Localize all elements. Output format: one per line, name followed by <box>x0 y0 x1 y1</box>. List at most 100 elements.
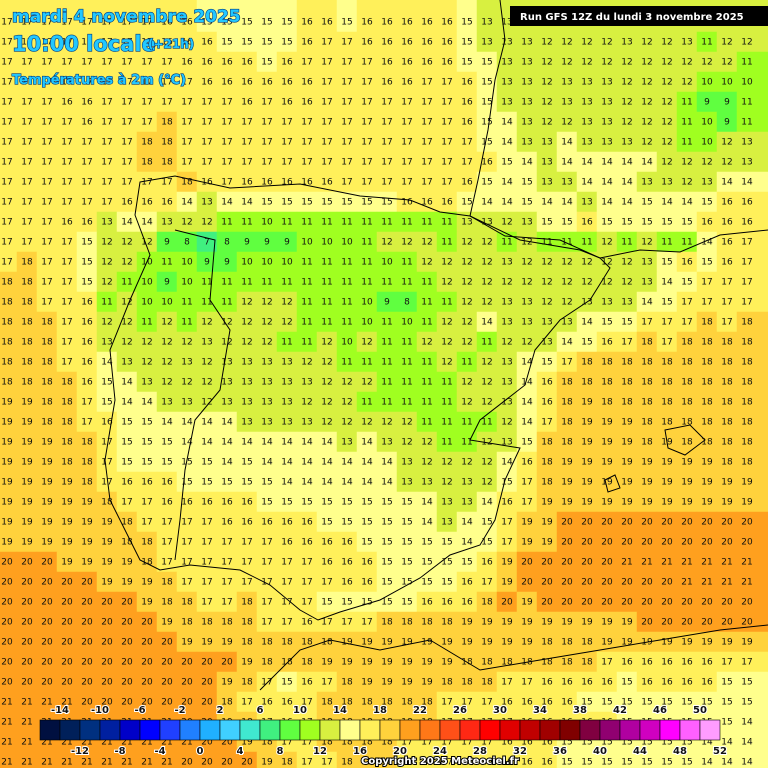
temperature-value: 19 <box>541 518 553 528</box>
temperature-value: 11 <box>281 338 292 348</box>
temperature-value: 15 <box>261 38 272 48</box>
temperature-value: 9 <box>724 98 730 108</box>
temperature-value: 13 <box>141 378 152 388</box>
temperature-value: 20 <box>1 598 13 608</box>
temperature-value: 17 <box>81 198 92 208</box>
temperature-value: 17 <box>281 138 292 148</box>
temperature-value: 18 <box>321 698 333 708</box>
temperature-value: 11 <box>421 278 432 288</box>
temperature-value: 18 <box>261 658 273 668</box>
temperature-value: 13 <box>561 318 572 328</box>
temperature-value: 19 <box>581 478 593 488</box>
temperature-value: 13 <box>461 218 472 228</box>
temperature-value: 14 <box>241 438 253 448</box>
temperature-value: 12 <box>561 38 572 48</box>
temperature-value: 12 <box>621 58 632 68</box>
temperature-value: 15 <box>421 538 432 548</box>
temperature-value: 18 <box>41 318 53 328</box>
temperature-value: 18 <box>161 578 173 588</box>
temperature-value: 20 <box>41 638 53 648</box>
temperature-value: 18 <box>561 378 573 388</box>
temperature-value: 17 <box>141 58 152 68</box>
temperature-value: 17 <box>221 158 232 168</box>
temperature-value: 14 <box>481 498 493 508</box>
temperature-value: 16 <box>401 58 413 68</box>
temperature-value: 11 <box>481 418 492 428</box>
temperature-value: 12 <box>661 118 672 128</box>
temperature-value: 15 <box>381 558 392 568</box>
temperature-value: 16 <box>421 198 433 208</box>
temperature-value: 12 <box>261 298 272 308</box>
run-info: Run GFS 12Z du lundi 3 novembre 2025 <box>520 12 744 23</box>
temperature-value: 19 <box>121 558 133 568</box>
temperature-value: 12 <box>501 338 512 348</box>
temperature-value: 17 <box>1 158 12 168</box>
temperature-value: 13 <box>601 298 612 308</box>
temperature-value: 20 <box>221 658 233 668</box>
temperature-value: 17 <box>41 178 52 188</box>
temperature-value: 18 <box>1 278 13 288</box>
temperature-value: 17 <box>521 498 532 508</box>
temperature-value: 13 <box>341 438 352 448</box>
temperature-value: 13 <box>281 398 292 408</box>
temperature-value: 20 <box>641 598 653 608</box>
temperature-value: 20 <box>61 638 73 648</box>
temperature-value: 18 <box>81 458 93 468</box>
temperature-value: 15 <box>601 218 612 228</box>
temperature-value: 17 <box>381 98 392 108</box>
temperature-value: 12 <box>441 338 452 348</box>
temperature-value: 19 <box>1 398 13 408</box>
temperature-value: 17 <box>301 58 312 68</box>
colorbar-label: 40 <box>593 746 607 757</box>
temperature-value: 11 <box>341 298 352 308</box>
temperature-value: 18 <box>561 438 573 448</box>
temperature-value: 17 <box>321 138 332 148</box>
temperature-value: 19 <box>581 398 593 408</box>
temperature-value: 13 <box>161 398 172 408</box>
temperature-value: 16 <box>181 58 193 68</box>
temperature-value: 19 <box>641 498 653 508</box>
temperature-value: 18 <box>661 398 673 408</box>
temperature-value: 11 <box>101 298 112 308</box>
temperature-value: 20 <box>601 558 613 568</box>
temperature-value: 11 <box>121 278 132 288</box>
temperature-value: 16 <box>601 678 613 688</box>
temperature-value: 12 <box>561 118 572 128</box>
temperature-value: 18 <box>81 478 93 488</box>
temperature-value: 17 <box>321 678 332 688</box>
temperature-value: 17 <box>661 338 672 348</box>
temperature-value: 13 <box>601 98 612 108</box>
temperature-value: 15 <box>401 498 412 508</box>
temperature-value: 12 <box>161 318 172 328</box>
temperature-value: 14 <box>221 438 233 448</box>
temperature-value: 20 <box>61 618 73 628</box>
temperature-value: 16 <box>301 518 313 528</box>
temperature-value: 17 <box>41 158 52 168</box>
temperature-value: 13 <box>481 38 492 48</box>
temperature-value: 19 <box>641 458 653 468</box>
temperature-value: 16 <box>241 498 253 508</box>
temperature-value: 12 <box>501 418 512 428</box>
temperature-value: 12 <box>581 278 592 288</box>
temperature-value: 9 <box>384 298 390 308</box>
temperature-value: 17 <box>501 518 512 528</box>
temperature-value: 16 <box>81 298 93 308</box>
temperature-value: 21 <box>81 758 92 768</box>
temperature-value: 12 <box>461 318 472 328</box>
temperature-value: 19 <box>441 638 453 648</box>
temperature-value: 21 <box>141 758 152 768</box>
temperature-value: 20 <box>81 598 93 608</box>
temperature-value: 15 <box>661 298 672 308</box>
temperature-value: 17 <box>321 98 332 108</box>
colorbar-swatch <box>319 719 341 741</box>
temperature-value: 11 <box>261 278 272 288</box>
temperature-value: 19 <box>521 538 533 548</box>
temperature-value: 16 <box>221 518 233 528</box>
temperature-value: 12 <box>441 318 452 328</box>
temperature-value: 10 <box>281 258 293 268</box>
temperature-value: 12 <box>181 218 192 228</box>
temperature-value: 19 <box>521 598 533 608</box>
temperature-value: 12 <box>661 38 672 48</box>
temperature-value: 18 <box>741 358 753 368</box>
temperature-value: 13 <box>621 138 632 148</box>
